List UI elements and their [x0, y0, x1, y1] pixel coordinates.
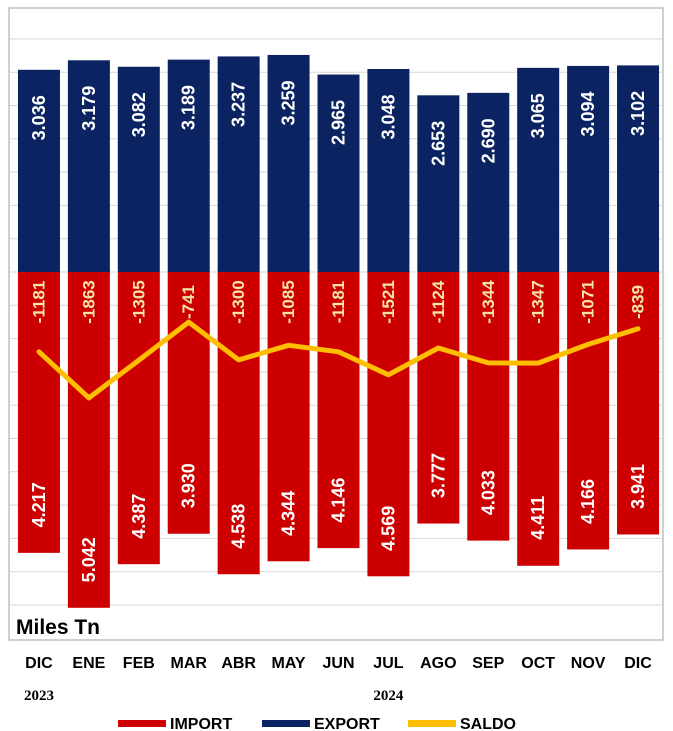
saldo-value-label: -1347	[529, 280, 548, 323]
x-tick-label: MAR	[171, 655, 208, 672]
import-value-label: 4.166	[578, 479, 598, 524]
import-value-label: 4.569	[378, 506, 398, 551]
legend-swatch	[118, 720, 166, 727]
x-tick-label: NOV	[571, 655, 606, 672]
import-value-label: 4.411	[528, 496, 548, 540]
export-labels: 3.036 3.179 3.082 3.189 3.237 3.259 2.965 3.048…	[29, 80, 648, 165]
export-value-label: 3.102	[628, 91, 648, 136]
saldo-value-label: -1071	[579, 280, 598, 323]
export-value-label: 3.237	[229, 82, 249, 127]
saldo-value-label: -839	[629, 285, 648, 319]
export-value-label: 3.094	[578, 91, 598, 136]
import-value-label: 4.344	[279, 491, 299, 536]
export-bar	[67, 60, 110, 273]
unit-label: Miles Tn	[16, 616, 100, 639]
saldo-value-label: -741	[179, 285, 198, 319]
import-value-label: 4.387	[129, 494, 149, 539]
import-bar	[267, 272, 310, 562]
export-bar	[617, 65, 660, 272]
x-tick-label: JUN	[322, 655, 354, 672]
saldo-value-label: -1305	[129, 280, 148, 323]
import-value-label: 4.146	[329, 478, 349, 523]
saldo-value-label: -1863	[79, 280, 98, 323]
year-labels: 2023 2024	[24, 688, 404, 704]
export-value-label: 3.259	[279, 80, 299, 125]
import-bar	[617, 272, 660, 535]
saldo-value-label: -1344	[479, 280, 498, 324]
saldo-labels: -1181 -1863 -1305 -741 -1300 -1085 -1181 -1521 -…	[29, 280, 647, 324]
year-label: 2024	[373, 688, 404, 704]
import-bar	[17, 272, 60, 553]
export-bar	[467, 92, 510, 272]
x-tick-label: ENE	[72, 655, 105, 672]
import-value-label: 4.033	[478, 470, 498, 515]
legend-label: IMPORT	[170, 716, 232, 731]
import-value-label: 5.042	[79, 537, 99, 582]
import-bar	[217, 272, 260, 575]
import-value-label: 4.538	[229, 504, 249, 549]
x-tick-label: FEB	[123, 655, 155, 672]
x-tick-label: OCT	[521, 655, 555, 672]
import-bar	[167, 272, 210, 534]
import-bar	[117, 272, 160, 565]
export-value-label: 3.082	[129, 92, 149, 137]
x-tick-label: AGO	[420, 655, 456, 672]
export-bar	[167, 59, 210, 273]
import-bar	[67, 272, 110, 608]
import-value-label: 3.930	[179, 463, 199, 508]
import-bar	[417, 272, 460, 524]
saldo-value-label: -1181	[329, 281, 348, 324]
x-tick-label: DIC	[624, 655, 652, 672]
export-value-label: 3.065	[528, 93, 548, 138]
export-value-label: 2.965	[329, 100, 349, 145]
saldo-value-label: -1521	[379, 280, 398, 323]
export-bar	[367, 69, 410, 272]
export-value-label: 3.036	[29, 95, 49, 140]
saldo-value-label: -1124	[429, 280, 448, 323]
saldo-line	[36, 319, 641, 401]
import-bar	[567, 272, 610, 550]
import-value-label: 3.941	[628, 464, 648, 509]
x-axis-tick-labels: DIC ENE FEB MAR ABR MAY JUN JUL AGO SEP OCT NOV DIC	[25, 655, 652, 672]
export-value-label: 2.690	[478, 118, 498, 163]
x-tick-label: JUL	[373, 655, 403, 672]
export-bar	[117, 66, 160, 272]
year-label: 2023	[24, 688, 54, 704]
export-value-label: 3.189	[179, 85, 199, 130]
legend-swatch	[408, 720, 456, 727]
import-labels: 4.217 5.042 4.387 3.930 4.538 4.344 4.146 4.569…	[29, 453, 648, 582]
export-value-label: 3.179	[79, 86, 99, 131]
export-value-label: 2.653	[428, 121, 448, 166]
import-value-label: 3.777	[428, 453, 448, 498]
import-bar	[467, 272, 510, 541]
import-bar	[367, 272, 410, 577]
x-tick-label: SEP	[472, 655, 504, 672]
saldo-value-label: -1085	[279, 280, 298, 323]
import-bars	[17, 272, 660, 608]
x-tick-label: DIC	[25, 655, 53, 672]
legend-label: EXPORT	[314, 716, 380, 731]
x-tick-label: ABR	[221, 655, 256, 672]
export-bar	[317, 74, 360, 272]
export-bars	[17, 54, 660, 273]
export-bar	[217, 56, 260, 272]
export-bar	[17, 69, 60, 272]
export-bar	[417, 95, 460, 272]
export-bar	[267, 54, 310, 273]
import-value-label: 4.217	[29, 482, 49, 527]
import-bar	[517, 272, 560, 566]
export-value-label: 3.048	[378, 94, 398, 139]
legend-swatch	[262, 720, 310, 727]
import-bar	[317, 272, 360, 549]
saldo-value-label: -1300	[229, 280, 248, 323]
export-bar	[517, 67, 560, 272]
x-tick-label: MAY	[272, 655, 306, 672]
legend-label: SALDO	[460, 716, 516, 731]
legend: IMPORT EXPORT SALDO	[118, 716, 516, 731]
saldo-value-label: -1181	[29, 281, 48, 324]
export-bar	[567, 65, 610, 272]
